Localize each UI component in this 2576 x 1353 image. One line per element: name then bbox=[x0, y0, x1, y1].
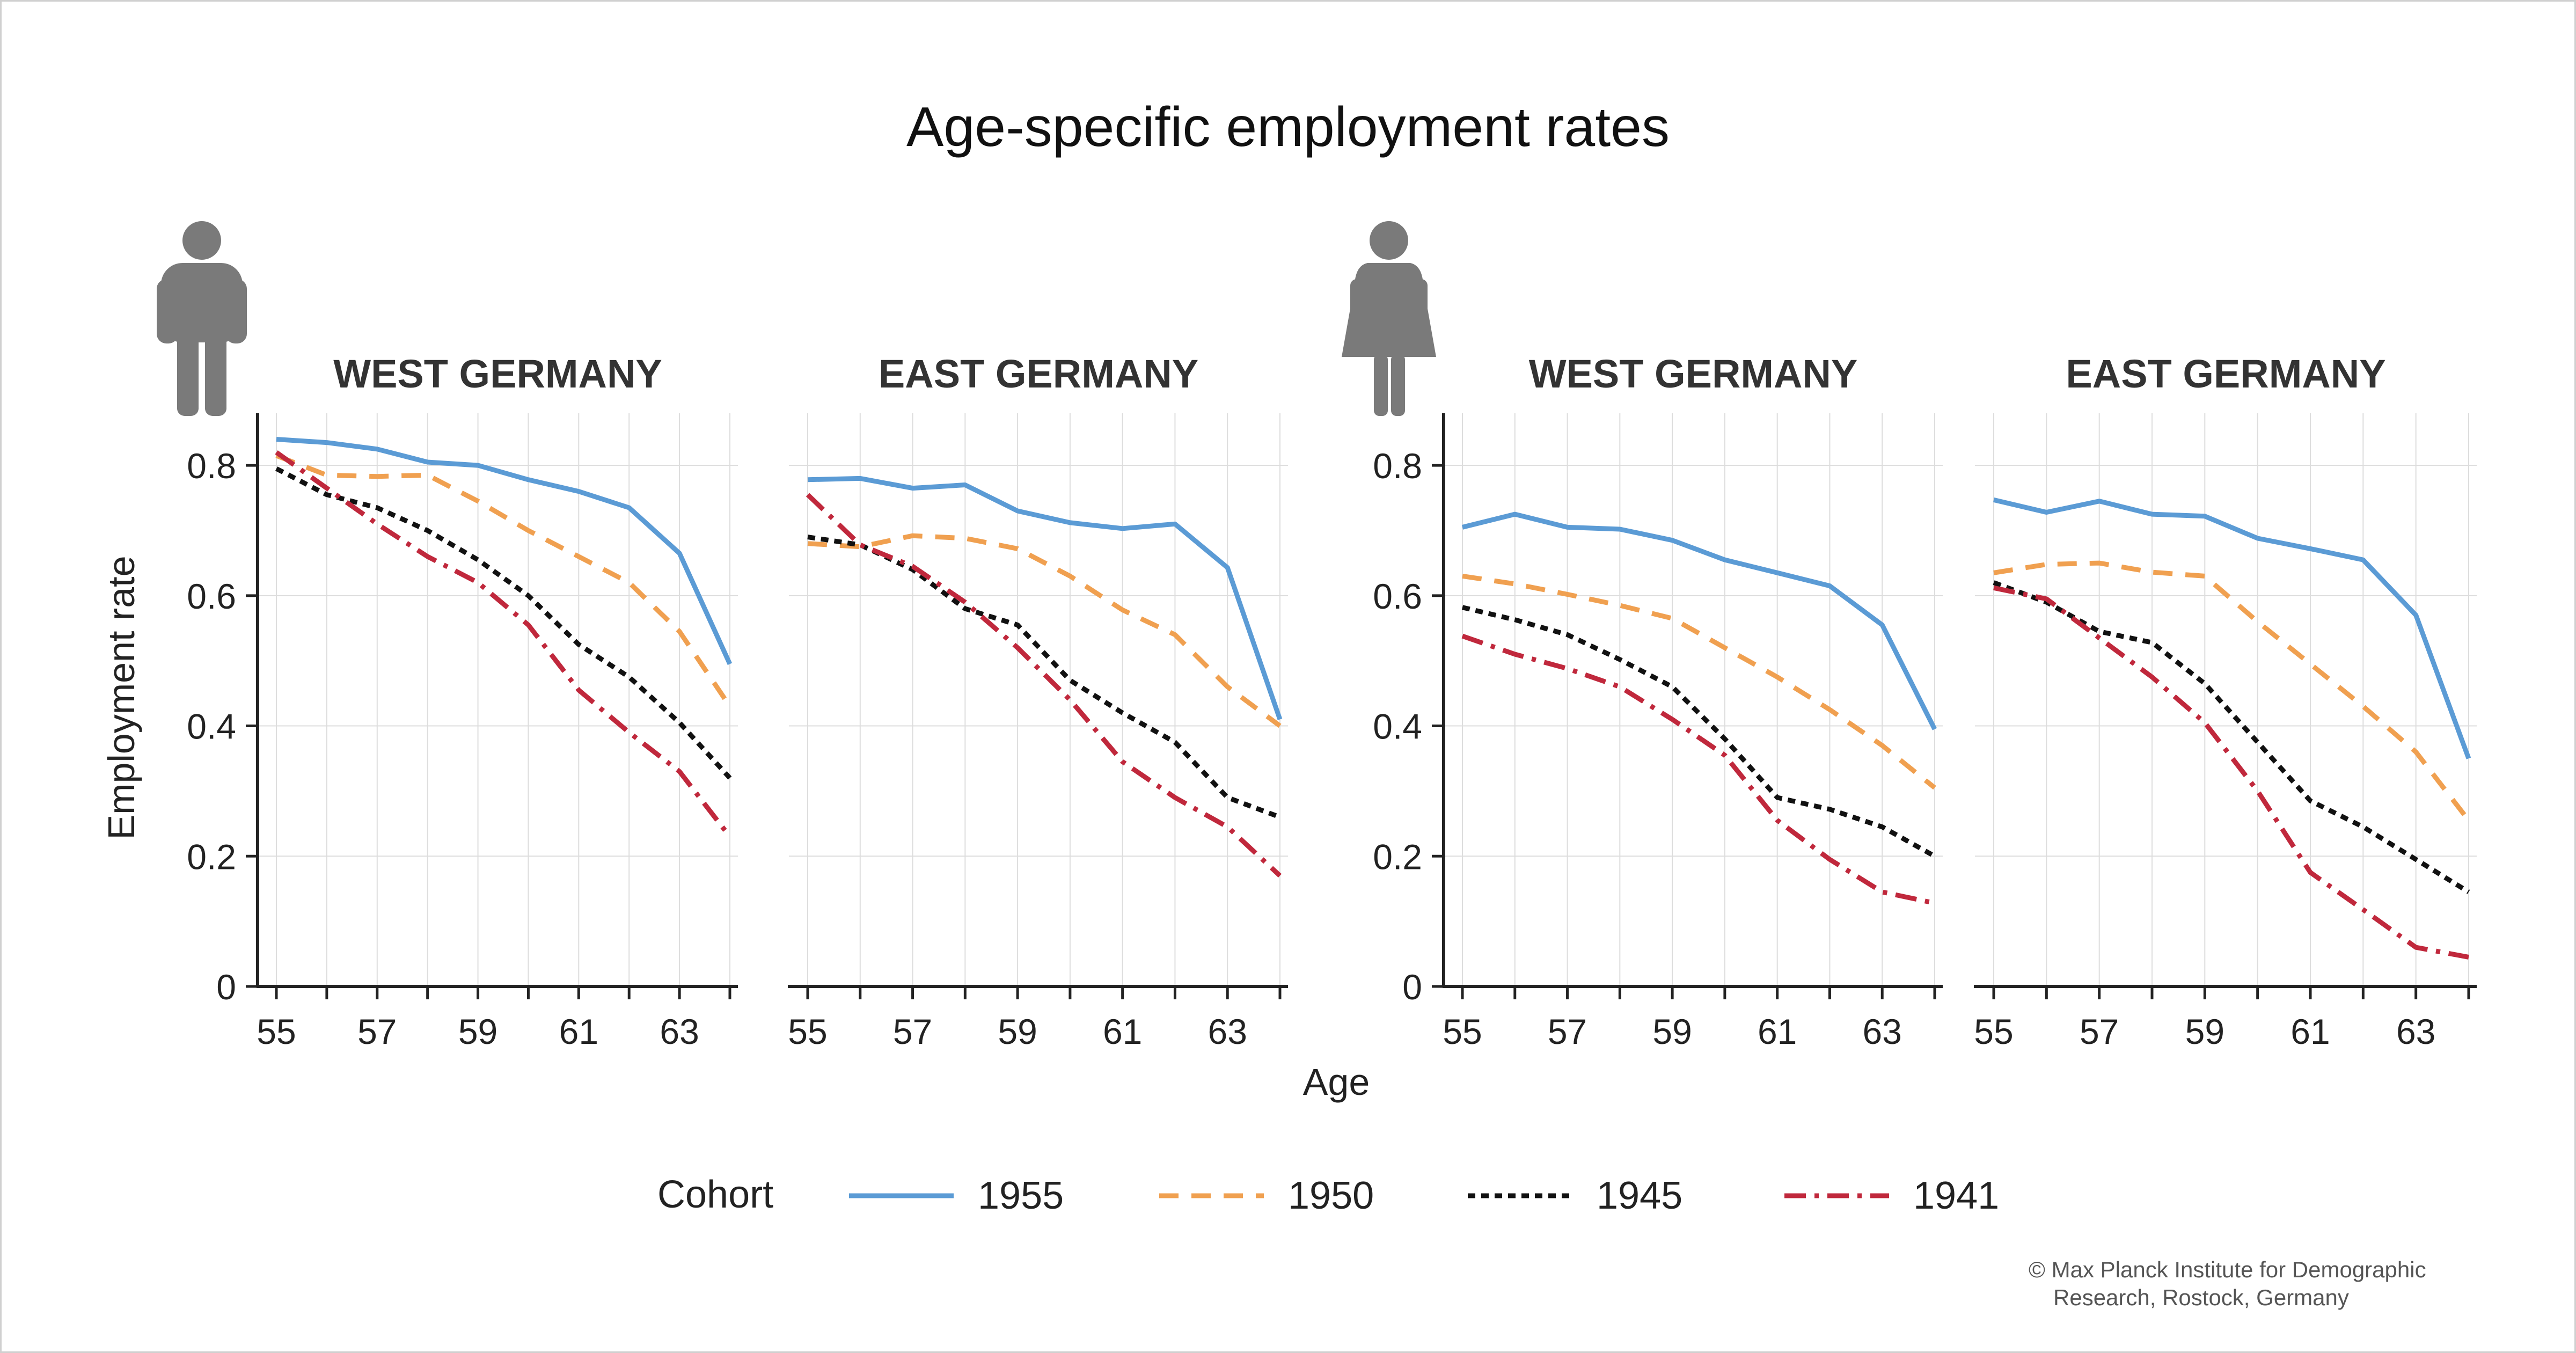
man-icon bbox=[157, 221, 247, 416]
legend-items: 1955 1950 1945 1941 bbox=[849, 1174, 1999, 1217]
woman-icon bbox=[1342, 221, 1436, 416]
x-tick-label: 63 bbox=[660, 1012, 699, 1051]
panel-title: WEST GERMANY bbox=[1529, 352, 1858, 396]
legend-title: Cohort bbox=[657, 1173, 773, 1216]
x-tick-label: 55 bbox=[257, 1012, 296, 1051]
series-line-1941 bbox=[1993, 585, 2469, 960]
x-tick-label: 59 bbox=[1652, 1012, 1692, 1051]
x-tick-label: 63 bbox=[1208, 1012, 1247, 1051]
y-tick-label: 0 bbox=[1402, 967, 1422, 1007]
x-tick-label: 63 bbox=[1863, 1012, 1902, 1051]
x-tick-label: 61 bbox=[1103, 1012, 1142, 1051]
series-line-1950 bbox=[275, 453, 732, 708]
series-line-1945 bbox=[275, 466, 732, 780]
panel-women-east: EAST GERMANY 55 57 59 61 63 bbox=[1974, 352, 2477, 1051]
legend-label-1941: 1941 bbox=[1913, 1174, 1999, 1217]
y-tick-label: 0.8 bbox=[187, 446, 236, 486]
x-tick-label: 57 bbox=[893, 1012, 932, 1051]
panel-men-east: EAST GERMANY 55 57 59 61 63 bbox=[788, 352, 1288, 1051]
y-tick-label: 0 bbox=[216, 967, 236, 1007]
series-line-1945 bbox=[1461, 605, 1936, 859]
x-tick-label: 61 bbox=[2290, 1012, 2330, 1051]
series-line-1950 bbox=[807, 533, 1282, 728]
x-tick-label: 61 bbox=[559, 1012, 598, 1051]
y-tick-label: 0.6 bbox=[1373, 576, 1422, 616]
x-tick-label: 59 bbox=[2185, 1012, 2224, 1051]
series-line-1955 bbox=[1461, 511, 1937, 730]
legend: Cohort 1955 1950 1945 1941 bbox=[657, 1173, 1999, 1217]
panel-title: EAST GERMANY bbox=[2066, 352, 2385, 396]
x-tick-label: 57 bbox=[1548, 1012, 1587, 1051]
x-tick-label: 57 bbox=[357, 1012, 397, 1051]
panel-women-west: WEST GERMANY 0 0.2 0.4 0.6 0.8 55 57 59 61 63 bbox=[1373, 352, 1943, 1051]
x-axis-label: Age bbox=[1303, 1061, 1370, 1103]
series-line-1941 bbox=[806, 493, 1282, 877]
y-tick-label: 0.6 bbox=[187, 576, 236, 616]
x-tick-label: 57 bbox=[2080, 1012, 2119, 1051]
y-tick-label: 0.4 bbox=[1373, 707, 1422, 747]
legend-label-1955: 1955 bbox=[978, 1174, 1064, 1217]
series-line-1955 bbox=[276, 437, 733, 665]
series-line-1955 bbox=[1993, 498, 2471, 759]
copyright-line-1: © Max Planck Institute for Demographic bbox=[2029, 1257, 2426, 1282]
series-line-1950 bbox=[1993, 560, 2471, 822]
panel-men-west: WEST GERMANY 0 0.2 0.4 0.6 0.8 55 57 59 61 63 bbox=[187, 352, 738, 1051]
legend-label-1950: 1950 bbox=[1288, 1174, 1374, 1217]
x-tick-label: 55 bbox=[1443, 1012, 1482, 1051]
x-tick-label: 55 bbox=[1974, 1012, 2013, 1051]
y-axis-label: Employment rate bbox=[100, 555, 142, 839]
series-line-1955 bbox=[807, 476, 1283, 720]
series-line-1945 bbox=[1993, 580, 2470, 894]
panel-title: WEST GERMANY bbox=[333, 352, 662, 396]
legend-label-1945: 1945 bbox=[1597, 1174, 1682, 1217]
series-line-1941 bbox=[1461, 633, 1935, 906]
x-tick-label: 55 bbox=[788, 1012, 827, 1051]
copyright-line-2: Research, Rostock, Germany bbox=[2053, 1285, 2349, 1310]
chart-title: Age-specific employment rates bbox=[906, 96, 1670, 158]
series-line-1950 bbox=[1462, 573, 1936, 790]
x-tick-label: 61 bbox=[1758, 1012, 1797, 1051]
series-line-1941 bbox=[275, 450, 732, 838]
y-tick-label: 0.2 bbox=[1373, 837, 1422, 876]
x-tick-label: 59 bbox=[458, 1012, 497, 1051]
y-tick-label: 0.2 bbox=[187, 837, 236, 876]
x-tick-label: 63 bbox=[2396, 1012, 2435, 1051]
panel-title: EAST GERMANY bbox=[879, 352, 1198, 396]
y-tick-label: 0.4 bbox=[187, 707, 236, 747]
y-tick-label: 0.8 bbox=[1373, 446, 1422, 486]
x-tick-label: 59 bbox=[998, 1012, 1037, 1051]
